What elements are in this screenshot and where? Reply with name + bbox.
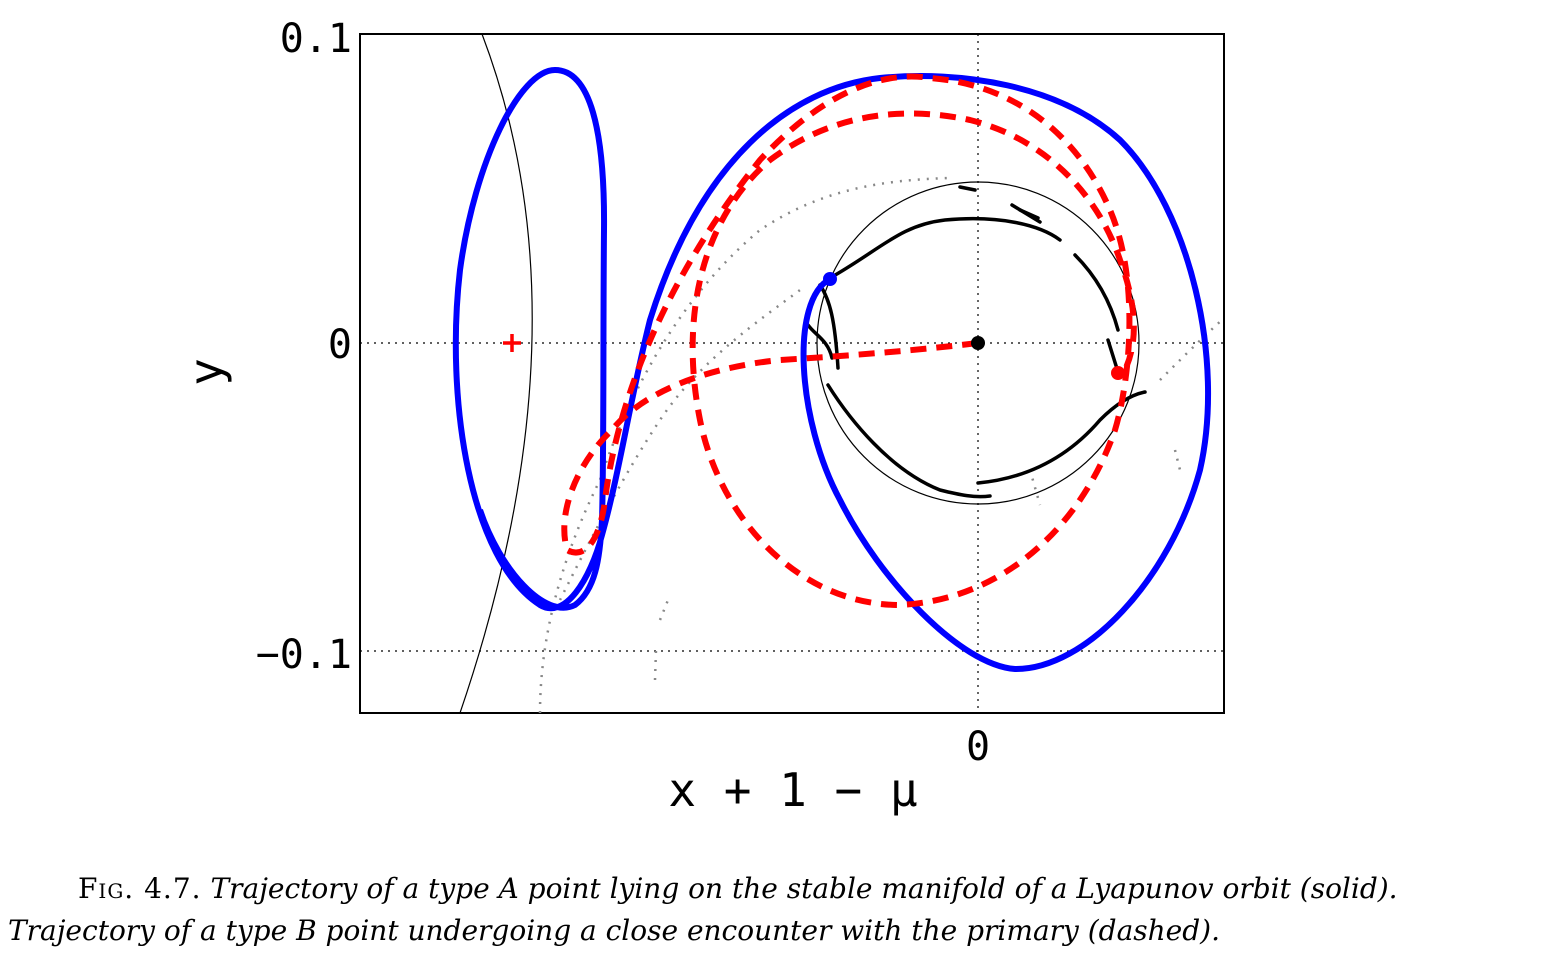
figure-caption: Fig. 4.7. Trajectory of a type A point l…	[8, 868, 1543, 952]
type-a-point-dot	[823, 272, 837, 286]
type-b-trajectory-dashed	[561, 73, 1137, 608]
zero-velocity-arc	[459, 34, 533, 713]
l2-point-marker	[503, 334, 521, 352]
primary-region-circle	[816, 181, 1140, 505]
y-axis-label: y	[179, 358, 233, 386]
primary-body-dot	[971, 336, 985, 350]
figure-plot: 0.1 0 −0.1 0 x + 1 − μ y	[179, 16, 1225, 817]
grey-manifold-traces	[538, 176, 1224, 713]
ytick-label-mid: 0	[328, 322, 352, 368]
plot-frame	[359, 33, 1225, 714]
type-b-point-dot	[1111, 366, 1125, 380]
type-a-trajectory-solid	[452, 67, 1211, 673]
caption-text: Trajectory of a type A point lying on th…	[8, 872, 1398, 947]
ytick-label-bottom: −0.1	[256, 632, 352, 678]
ytick-label-top: 0.1	[280, 16, 352, 62]
caption-label: Fig. 4.7.	[78, 872, 202, 905]
xtick-label-zero: 0	[966, 724, 990, 770]
x-axis-label: x + 1 − μ	[668, 763, 917, 817]
